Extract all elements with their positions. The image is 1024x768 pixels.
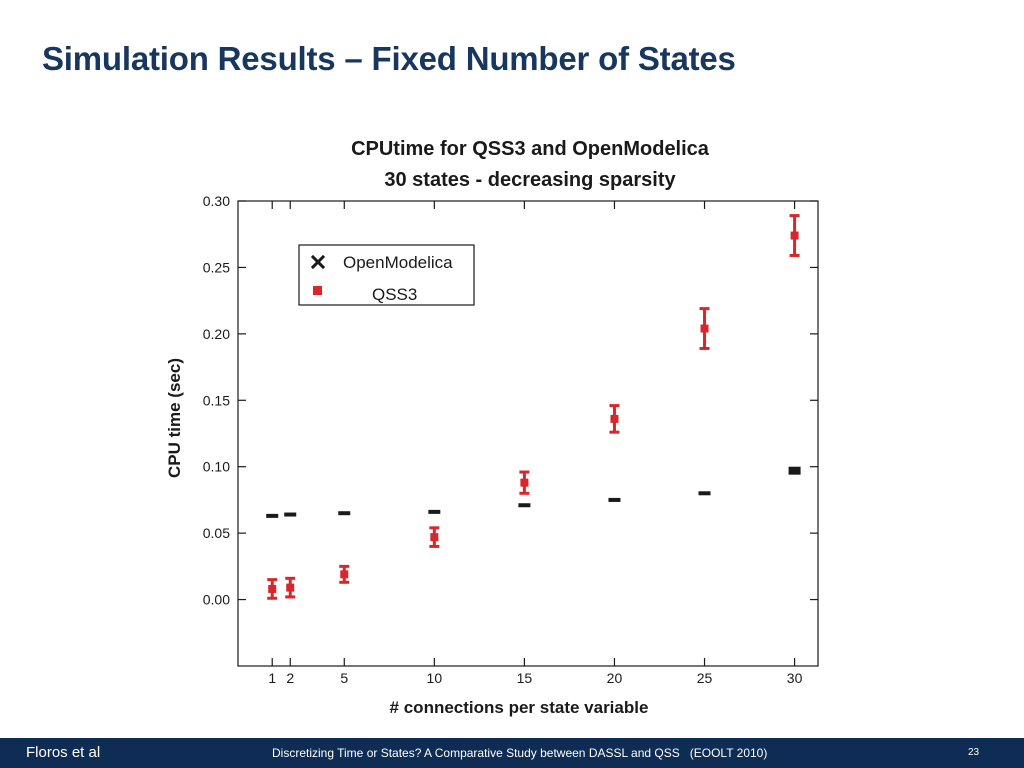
x-tick-label: 20 (607, 670, 623, 686)
y-axis-label: CPU time (sec) (165, 358, 184, 478)
slide-title: Simulation Results – Fixed Number of Sta… (42, 40, 736, 77)
qss3-point (267, 578, 278, 600)
openmodelica-marker (518, 503, 531, 508)
qss3-marker (286, 583, 295, 592)
y-tick-label: 0.30 (203, 193, 230, 209)
openmodelica-point (518, 503, 531, 508)
qss3-point (429, 526, 440, 548)
legend-box (298, 244, 475, 306)
qss3-point (789, 214, 800, 257)
qss3-marker (790, 231, 799, 240)
x-tick-label: 1 (268, 670, 276, 686)
qss3-point (285, 576, 296, 599)
x-tick-label: 15 (517, 670, 533, 686)
chart-title-line-2: 30 states - decreasing sparsity (384, 169, 676, 191)
openmodelica-point (788, 466, 801, 475)
series-qss3 (267, 214, 800, 600)
y-tick-label: 0.10 (203, 459, 230, 475)
plot-frame (237, 200, 819, 667)
openmodelica-marker (338, 511, 351, 516)
openmodelica-point (284, 512, 297, 517)
y-tick-label: 0.20 (203, 326, 230, 342)
y-axis-ticks: 0.00 0.05 0.10 0.15 0.20 0.25 0.30 (203, 193, 818, 608)
x-tick-label: 2 (286, 670, 294, 686)
x-axis-ticks: 1 2 5 10 15 20 25 30 (268, 201, 803, 686)
x-tick-label: 25 (697, 670, 713, 686)
x-axis-label: # connections per state variable (390, 698, 649, 717)
chart: CPUtime for QSS3 and OpenModelica 30 sta… (165, 138, 819, 717)
openmodelica-marker (608, 497, 621, 502)
openmodelica-point (698, 491, 711, 496)
footer-bar: Floros et al Discretizing Time or States… (0, 738, 1024, 768)
chart-title-line-1: CPUtime for QSS3 and OpenModelica (351, 138, 710, 160)
legend-qss3-label: QSS3 (372, 285, 417, 304)
y-tick-label: 0.15 (203, 392, 230, 408)
qss3-marker (520, 478, 529, 487)
qss3-marker (430, 533, 439, 542)
legend-openmodelica-marker (310, 254, 326, 270)
y-tick-label: 0.05 (203, 525, 230, 541)
x-tick-label: 30 (787, 670, 803, 686)
qss3-marker (700, 324, 709, 333)
openmodelica-marker (266, 513, 279, 518)
qss3-point (519, 470, 530, 495)
openmodelica-point (428, 509, 441, 514)
page-number: 23 (968, 747, 980, 758)
footer-citation: Discretizing Time or States? A Comparati… (272, 746, 768, 760)
qss3-marker (610, 414, 619, 423)
openmodelica-marker (428, 509, 441, 514)
qss3-point (609, 404, 620, 434)
series-openmodelica (266, 466, 801, 518)
openmodelica-marker (698, 491, 711, 496)
openmodelica-marker (284, 512, 297, 517)
openmodelica-point (266, 513, 279, 518)
x-tick-label: 5 (340, 670, 348, 686)
qss3-point (339, 564, 350, 584)
y-tick-label: 0.00 (203, 592, 230, 608)
legend: OpenModelica QSS3 (298, 244, 475, 306)
x-tick-label: 10 (427, 670, 443, 686)
legend-openmodelica-label: OpenModelica (343, 253, 453, 272)
openmodelica-point (608, 497, 621, 502)
qss3-marker (340, 570, 349, 579)
openmodelica-point (338, 511, 351, 516)
footer-author: Floros et al (26, 744, 101, 761)
y-tick-label: 0.25 (203, 259, 230, 275)
qss3-point (699, 307, 710, 350)
legend-qss3-marker (313, 286, 322, 295)
qss3-marker (268, 584, 277, 593)
openmodelica-marker (788, 466, 801, 475)
